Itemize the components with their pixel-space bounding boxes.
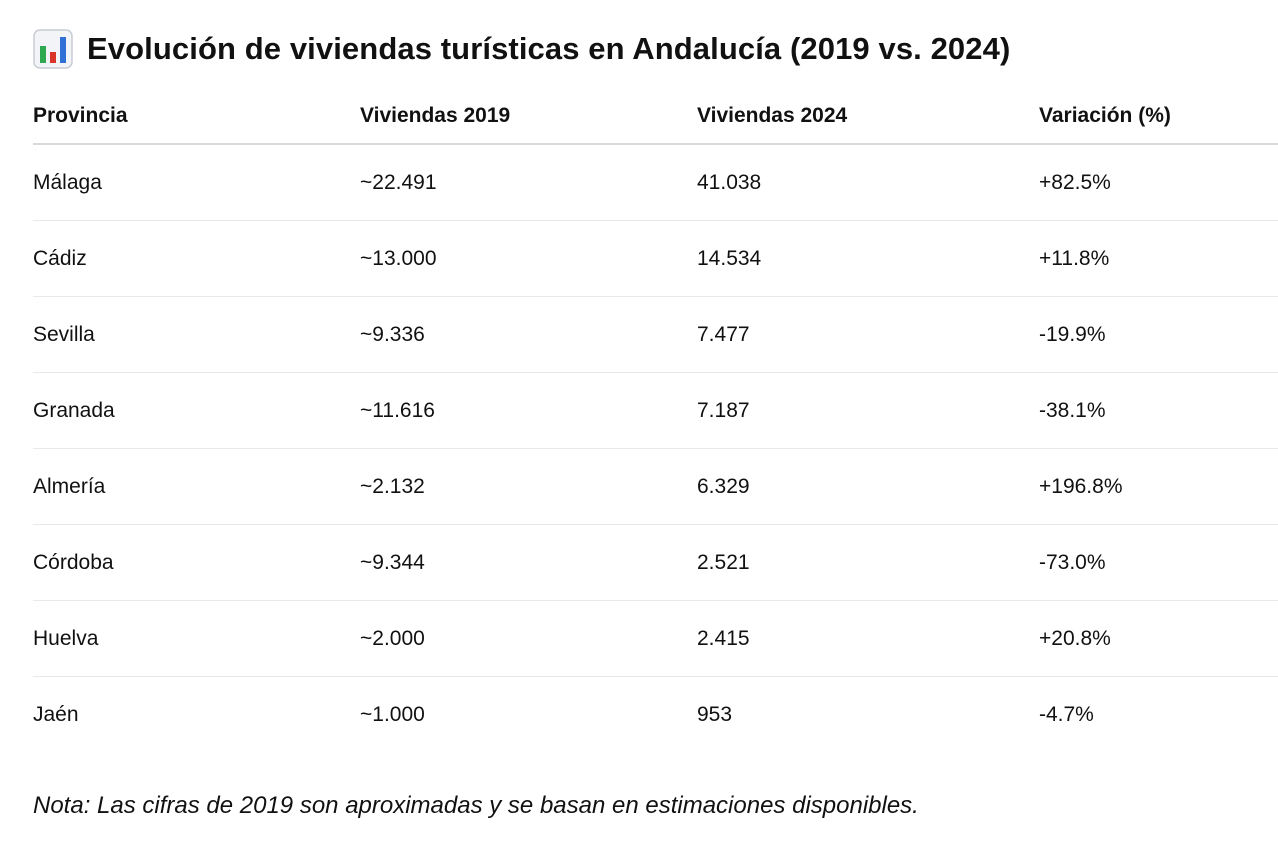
- header-viviendas-2019: Viviendas 2019: [360, 88, 697, 145]
- cell-provincia: Almería: [33, 448, 360, 525]
- table-row: Granada ~11.616 7.187 -38.1%: [33, 372, 1278, 449]
- cell-viviendas-2024: 41.038: [697, 144, 1039, 221]
- table-row: Sevilla ~9.336 7.477 -19.9%: [33, 296, 1278, 373]
- bar-chart-icon: [33, 29, 73, 69]
- cell-provincia: Granada: [33, 372, 360, 449]
- header-provincia: Provincia: [33, 88, 360, 145]
- cell-viviendas-2019: ~11.616: [360, 372, 697, 449]
- table-row: Almería ~2.132 6.329 +196.8%: [33, 448, 1278, 525]
- cell-variacion: +82.5%: [1039, 144, 1278, 221]
- cell-variacion: +11.8%: [1039, 220, 1278, 297]
- table-header-row: Provincia Viviendas 2019 Viviendas 2024 …: [33, 88, 1278, 145]
- page-title: Evolución de viviendas turísticas en And…: [87, 31, 1011, 66]
- cell-viviendas-2024: 7.187: [697, 372, 1039, 449]
- cell-variacion: +20.8%: [1039, 600, 1278, 677]
- cell-viviendas-2019: ~9.344: [360, 524, 697, 601]
- cell-variacion: -38.1%: [1039, 372, 1278, 449]
- title-row: Evolución de viviendas turísticas en And…: [33, 26, 1010, 72]
- table-row: Córdoba ~9.344 2.521 -73.0%: [33, 524, 1278, 601]
- cell-viviendas-2019: ~9.336: [360, 296, 697, 373]
- table-row: Málaga ~22.491 41.038 +82.5%: [33, 144, 1278, 221]
- cell-viviendas-2019: ~2.132: [360, 448, 697, 525]
- cell-provincia: Córdoba: [33, 524, 360, 601]
- cell-viviendas-2019: ~13.000: [360, 220, 697, 297]
- footnote: Nota: Las cifras de 2019 son aproximadas…: [33, 792, 919, 819]
- cell-viviendas-2024: 2.521: [697, 524, 1039, 601]
- cell-provincia: Sevilla: [33, 296, 360, 373]
- document-page: Evolución de viviendas turísticas en And…: [33, 0, 1278, 850]
- cell-viviendas-2019: ~2.000: [360, 600, 697, 677]
- cell-variacion: -73.0%: [1039, 524, 1278, 601]
- table-row: Cádiz ~13.000 14.534 +11.8%: [33, 220, 1278, 297]
- cell-viviendas-2024: 6.329: [697, 448, 1039, 525]
- cell-provincia: Málaga: [33, 144, 360, 221]
- table-row: Jaén ~1.000 953 -4.7%: [33, 677, 1278, 753]
- cell-variacion: -4.7%: [1039, 702, 1094, 726]
- cell-provincia: Cádiz: [33, 220, 360, 297]
- housing-table: Provincia Viviendas 2019 Viviendas 2024 …: [33, 88, 1278, 752]
- cell-viviendas-2019: ~22.491: [360, 144, 697, 221]
- cell-provincia: Jaén: [33, 702, 79, 726]
- header-variacion: Variación (%): [1039, 88, 1278, 145]
- cell-viviendas-2024: 14.534: [697, 220, 1039, 297]
- cell-variacion: +196.8%: [1039, 448, 1278, 525]
- cell-viviendas-2024: 2.415: [697, 600, 1039, 677]
- table-row: Huelva ~2.000 2.415 +20.8%: [33, 600, 1278, 677]
- cell-variacion: -19.9%: [1039, 296, 1278, 373]
- cell-viviendas-2019: ~1.000: [360, 702, 425, 726]
- cell-viviendas-2024: 953: [697, 702, 733, 726]
- cell-viviendas-2024: 7.477: [697, 296, 1039, 373]
- cell-provincia: Huelva: [33, 600, 360, 677]
- header-viviendas-2024: Viviendas 2024: [697, 88, 1039, 145]
